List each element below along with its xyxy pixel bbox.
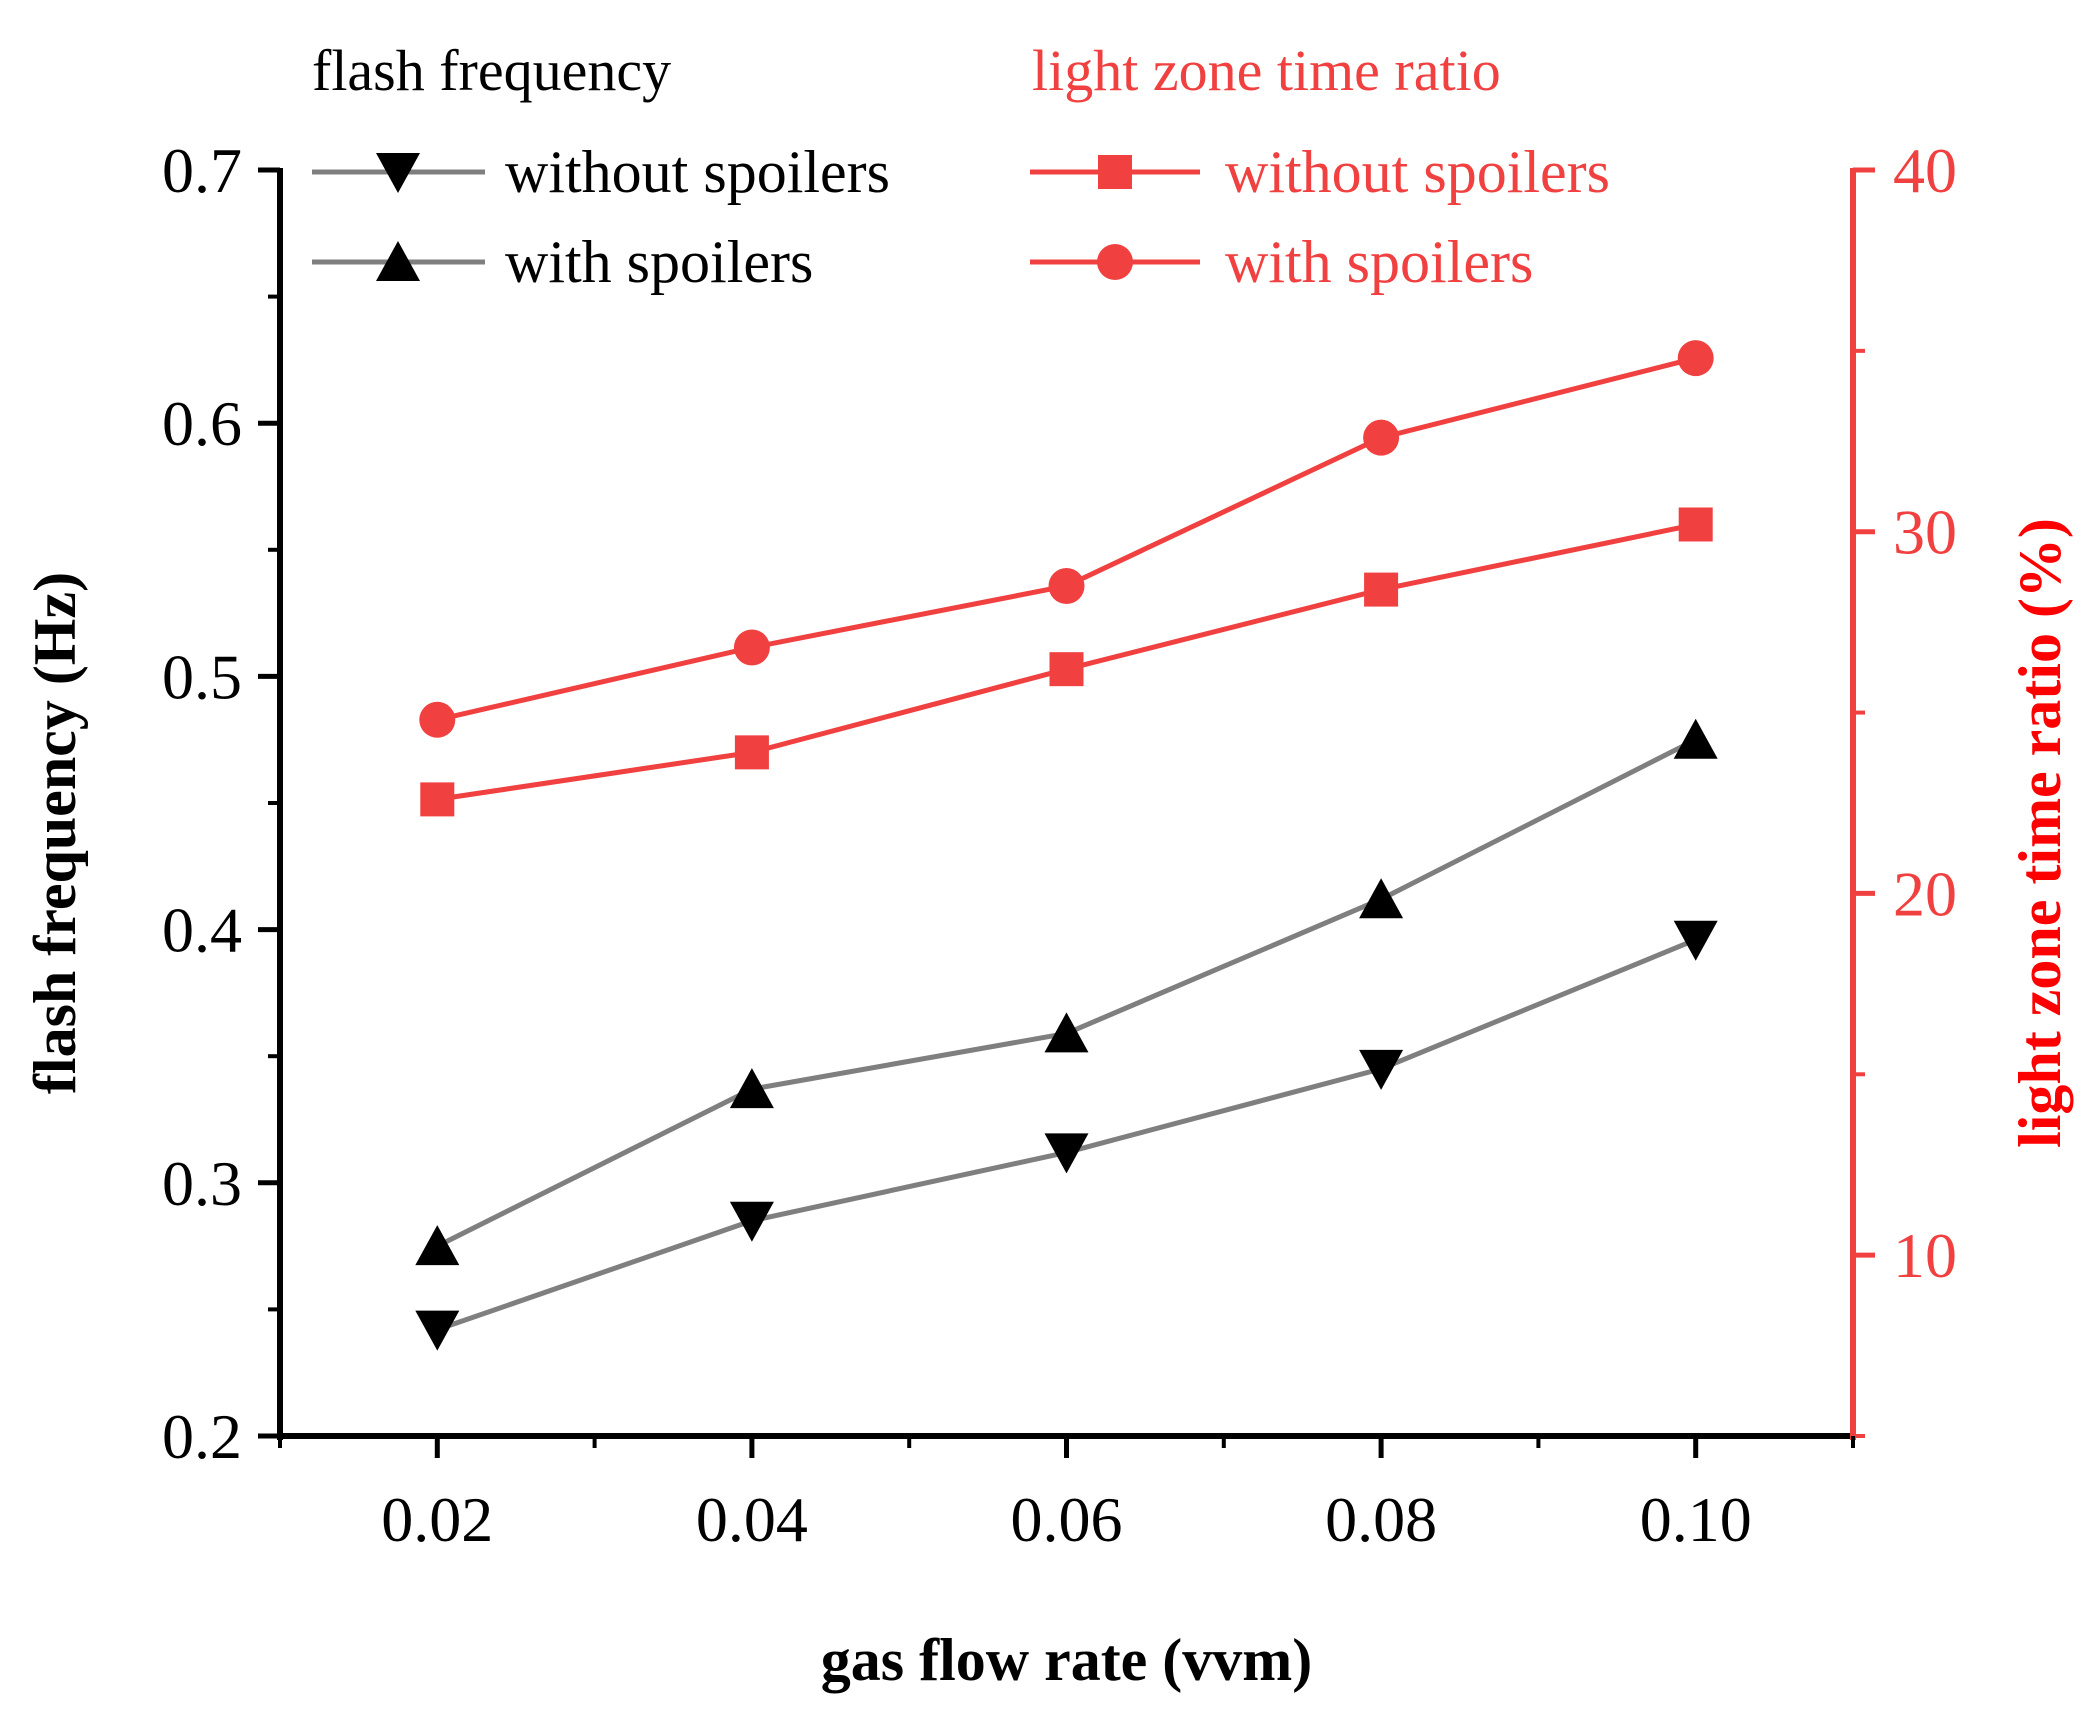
data-point-light-zone-time-ratio-with-spoilers [1677, 340, 1714, 377]
left-y-tick-label: 0.7 [162, 135, 242, 206]
right-y-tick-label: 30 [1893, 497, 1957, 568]
data-point-flash-frequency-without-spoilers [1044, 1133, 1089, 1174]
right-y-tick-label: 40 [1893, 135, 1957, 206]
data-point-light-zone-time-ratio-without-spoilers [1049, 652, 1084, 687]
left-y-axis-title: flash frequency (Hz) [22, 572, 88, 1094]
data-point-flash-frequency-with-spoilers [729, 1068, 774, 1109]
data-point-light-zone-time-ratio-without-spoilers [1678, 507, 1713, 542]
data-point-flash-frequency-without-spoilers [415, 1310, 460, 1351]
legend-header-flash-frequency: flash frequency [312, 38, 671, 103]
data-point-light-zone-time-ratio-without-spoilers [1364, 572, 1399, 607]
left-y-tick-label: 0.6 [162, 388, 242, 459]
legend-marker-light-with-spoilers [1097, 244, 1133, 280]
x-tick-label: 0.04 [696, 1484, 808, 1555]
data-point-light-zone-time-ratio-without-spoilers [734, 735, 769, 770]
legend-label-light-without-spoilers: without spoilers [1225, 139, 1610, 205]
x-axis-title: gas flow rate (vvm) [821, 1627, 1313, 1693]
left-y-tick-label: 0.2 [162, 1401, 242, 1472]
legend-label-flash-with-spoilers: with spoilers [505, 229, 813, 295]
data-point-light-zone-time-ratio-without-spoilers [420, 782, 455, 817]
right-y-tick-label: 10 [1893, 1220, 1957, 1291]
data-point-flash-frequency-with-spoilers [1673, 718, 1718, 759]
legend-marker-flash-without-spoilers [376, 153, 420, 193]
legend-marker-light-without-spoilers [1098, 155, 1132, 189]
axes-group: 0.2 0.3 0.4 0.5 0.6 0.7 10 20 30 40 0.02 0.04 0.06 0.… [22, 135, 2073, 1693]
data-point-light-zone-time-ratio-with-spoilers [419, 701, 456, 738]
series-group [415, 340, 1718, 1351]
legend-label-light-with-spoilers: with spoilers [1225, 229, 1533, 295]
data-point-flash-frequency-with-spoilers [415, 1225, 460, 1266]
data-point-flash-frequency-with-spoilers [1359, 878, 1404, 919]
x-tick-label: 0.10 [1640, 1484, 1752, 1555]
x-tick-label: 0.08 [1325, 1484, 1437, 1555]
data-point-flash-frequency-without-spoilers [1359, 1049, 1404, 1090]
x-tick-label: 0.02 [381, 1484, 493, 1555]
data-point-flash-frequency-with-spoilers [1044, 1012, 1089, 1053]
data-point-light-zone-time-ratio-with-spoilers [1363, 419, 1400, 456]
legend-marker-flash-with-spoilers [376, 241, 420, 281]
legend-label-flash-without-spoilers: without spoilers [505, 139, 890, 205]
left-y-tick-label: 0.4 [162, 895, 242, 966]
x-tick-label: 0.06 [1011, 1484, 1123, 1555]
data-point-flash-frequency-without-spoilers [1673, 920, 1718, 961]
right-y-axis-title: light zone time ratio (%) [2007, 518, 2073, 1148]
left-y-tick-label: 0.3 [162, 1148, 242, 1219]
legend-group: flash frequency light zone time ratio with… [312, 38, 1610, 295]
left-y-tick-label: 0.5 [162, 641, 242, 712]
data-point-light-zone-time-ratio-with-spoilers [733, 629, 770, 666]
legend-header-light-zone-time-ratio: light zone time ratio [1032, 38, 1501, 103]
data-point-flash-frequency-without-spoilers [729, 1201, 774, 1242]
right-y-tick-label: 20 [1893, 858, 1957, 929]
data-point-light-zone-time-ratio-with-spoilers [1048, 567, 1085, 604]
